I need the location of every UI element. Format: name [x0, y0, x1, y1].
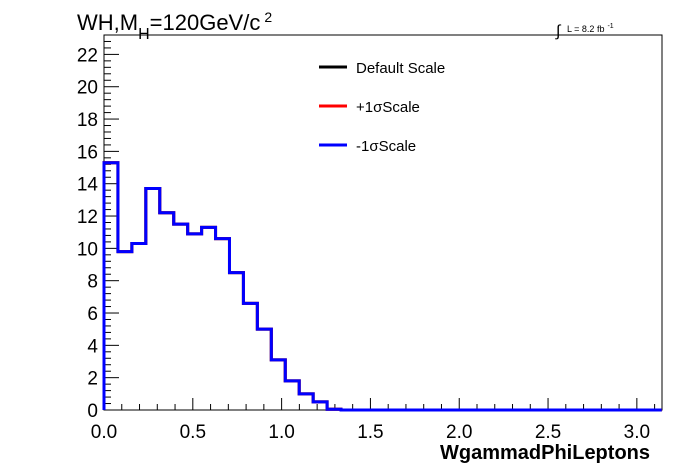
- legend-label: Default Scale: [356, 60, 445, 77]
- series-line-1: [102, 161, 662, 412]
- x-tick-label: 1.5: [357, 422, 383, 443]
- series-line-0: [102, 161, 662, 412]
- lumi-label: L = 8.2 fb -1: [567, 23, 614, 34]
- x-tick-label: 2.5: [535, 422, 561, 443]
- chart-title: WH,MH=120GeV/c 2: [77, 9, 272, 43]
- y-tick-label: 6: [87, 304, 98, 325]
- x-axis-label: WgammadPhiLeptons: [440, 442, 650, 464]
- series-line-2: [102, 161, 662, 412]
- plot-frame: [103, 34, 663, 411]
- y-tick-label: 8: [87, 272, 98, 293]
- x-tick-label: 0.0: [91, 422, 117, 443]
- legend-label: +1σScale: [356, 99, 420, 116]
- y-tick-label: 22: [77, 45, 98, 66]
- y-tick-label: 4: [87, 336, 98, 357]
- lumi-integral: ∫: [555, 23, 562, 40]
- y-tick-label: 10: [77, 239, 98, 260]
- y-tick-label: 18: [77, 110, 98, 131]
- x-tick-label: 1.0: [268, 422, 294, 443]
- legend-label: -1σScale: [356, 138, 416, 155]
- x-tick-label: 3.0: [624, 422, 650, 443]
- x-tick-label: 0.5: [180, 422, 206, 443]
- y-tick-label: 16: [77, 142, 98, 163]
- legend: Default Scale +1σScale -1σScale: [319, 60, 445, 155]
- x-tick-label: 2.0: [446, 422, 472, 443]
- y-axis: 0 2 4 6 8 10 12 14 16 18 20 22: [77, 40, 119, 422]
- y-tick-label: 14: [77, 175, 99, 196]
- y-tick-label: 0: [87, 401, 98, 422]
- series-group: [102, 161, 662, 412]
- y-tick-label: 12: [77, 207, 98, 228]
- y-tick-label: 20: [77, 78, 98, 99]
- x-axis: 0.0 0.5 1.0 1.5 2.0 2.5 3.0: [91, 398, 656, 443]
- y-tick-label: 2: [87, 369, 98, 390]
